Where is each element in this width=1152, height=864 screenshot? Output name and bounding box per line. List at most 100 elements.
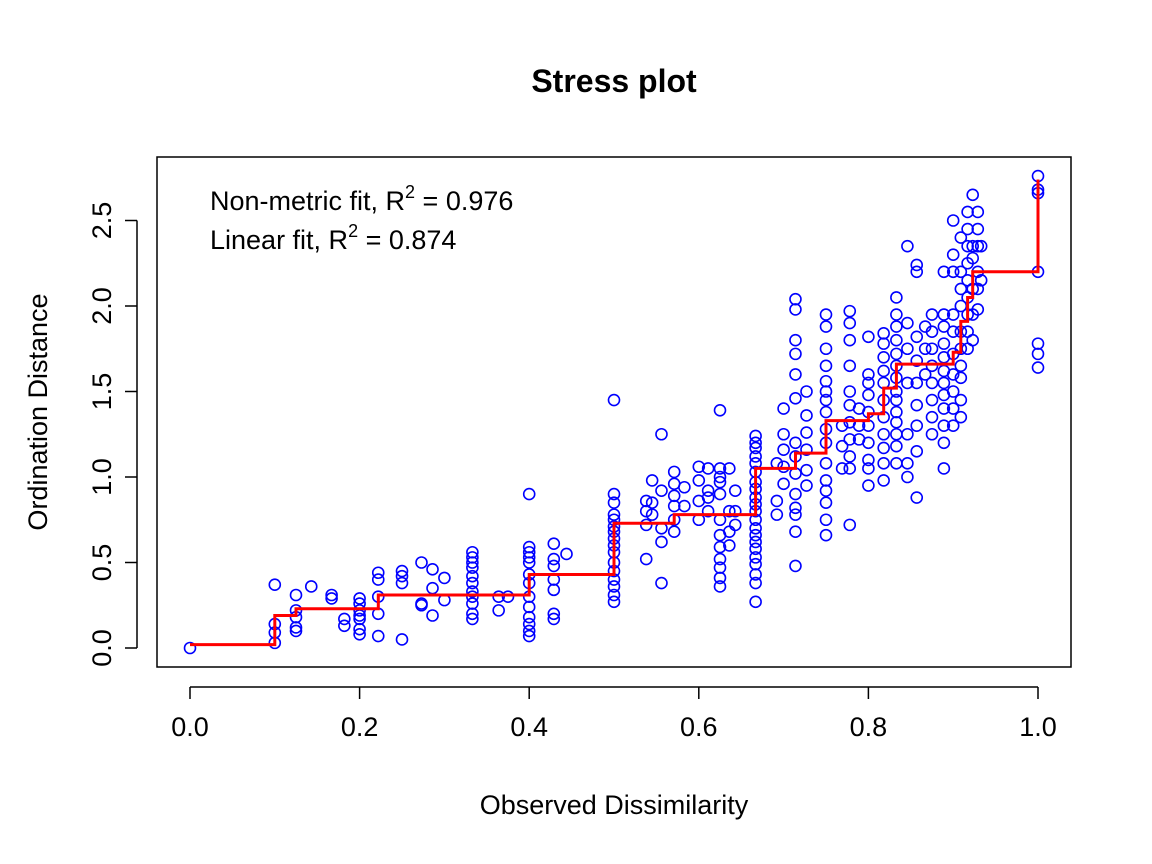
data-point xyxy=(843,304,857,318)
data-point xyxy=(522,610,536,624)
x-tick-label: 0.8 xyxy=(850,712,888,742)
data-point xyxy=(819,374,833,388)
data-point xyxy=(910,265,924,279)
data-point xyxy=(819,359,833,373)
data-point xyxy=(946,308,960,321)
data-point xyxy=(645,474,659,487)
data-point xyxy=(728,484,742,497)
data-point xyxy=(862,479,875,492)
data-point xyxy=(971,205,985,219)
data-point xyxy=(713,470,727,484)
data-point xyxy=(910,419,924,433)
data-point xyxy=(843,333,857,347)
data-point xyxy=(789,436,802,450)
data-point xyxy=(268,578,282,592)
data-point xyxy=(667,477,681,491)
data-point xyxy=(522,617,536,631)
data-point xyxy=(438,571,451,585)
data-point xyxy=(183,641,197,655)
data-point xyxy=(1031,347,1045,361)
data-point xyxy=(692,474,706,487)
linear-fit-prefix: Linear fit, R xyxy=(210,225,348,255)
data-point xyxy=(607,580,621,593)
data-point xyxy=(338,619,351,633)
data-point xyxy=(522,551,536,564)
data-point xyxy=(607,393,621,407)
data-point xyxy=(954,410,968,424)
data-point xyxy=(925,393,939,407)
y-axis: 0.0 0.5 1.0 1.5 2.0 2.5 xyxy=(87,202,138,667)
data-point xyxy=(946,402,960,415)
x-tick-label: 0.4 xyxy=(510,712,548,742)
data-point xyxy=(713,404,727,417)
x-tick-label: 1.0 xyxy=(1019,712,1057,742)
y-tick-label: 2.5 xyxy=(87,202,117,240)
data-point xyxy=(492,604,505,617)
data-point xyxy=(749,436,762,450)
data-point xyxy=(607,487,621,501)
data-point xyxy=(789,333,802,347)
data-point xyxy=(304,580,318,593)
data-point xyxy=(713,580,727,593)
data-point xyxy=(547,552,561,566)
data-point xyxy=(522,629,536,643)
data-point xyxy=(639,552,653,566)
x-tick-label: 0.2 xyxy=(341,712,379,742)
data-point xyxy=(819,393,833,407)
data-point xyxy=(890,439,903,453)
data-point xyxy=(974,274,988,287)
x-tick-label: 0.6 xyxy=(680,712,718,742)
data-point xyxy=(835,439,849,453)
data-point xyxy=(777,443,790,456)
data-point xyxy=(547,612,561,626)
data-point xyxy=(547,537,561,550)
data-point xyxy=(877,457,890,470)
data-point xyxy=(678,499,691,513)
data-point xyxy=(749,576,762,590)
data-point xyxy=(789,487,802,501)
data-point xyxy=(749,521,762,535)
data-point xyxy=(713,552,727,566)
linear-fit-value: = 0.874 xyxy=(358,225,456,255)
data-point xyxy=(877,441,890,455)
data-point xyxy=(789,368,802,381)
data-point xyxy=(966,251,980,265)
data-point xyxy=(466,590,479,604)
x-tick-label: 0.0 xyxy=(171,712,209,742)
data-point xyxy=(800,426,813,439)
data-point xyxy=(749,551,762,564)
data-point xyxy=(353,604,366,617)
data-point xyxy=(910,376,924,390)
y-tick-label: 1.0 xyxy=(87,458,117,496)
data-point xyxy=(835,462,849,475)
y-tick-label: 1.5 xyxy=(87,373,117,411)
data-point xyxy=(877,337,890,350)
data-point xyxy=(843,518,857,532)
data-point xyxy=(353,592,366,605)
data-point xyxy=(522,624,536,638)
data-point xyxy=(918,368,932,381)
data-point xyxy=(749,450,762,463)
data-point xyxy=(862,436,875,450)
data-point xyxy=(395,569,409,583)
data-point xyxy=(819,457,833,470)
data-point xyxy=(843,462,857,475)
data-point xyxy=(925,325,939,338)
data-point xyxy=(925,410,939,424)
data-point xyxy=(728,518,742,532)
y-axis-label: Ordination Distance xyxy=(23,293,53,530)
data-point xyxy=(843,450,857,463)
data-point xyxy=(728,504,742,518)
data-point xyxy=(910,258,924,272)
data-point xyxy=(547,607,561,621)
data-point xyxy=(415,598,428,612)
data-point xyxy=(862,462,875,475)
data-point xyxy=(937,376,951,390)
data-point xyxy=(961,222,974,236)
data-point xyxy=(289,621,303,634)
data-point xyxy=(415,556,428,569)
data-point xyxy=(910,330,924,344)
data-point xyxy=(946,385,960,398)
data-point xyxy=(713,462,727,475)
data-point xyxy=(946,248,960,261)
